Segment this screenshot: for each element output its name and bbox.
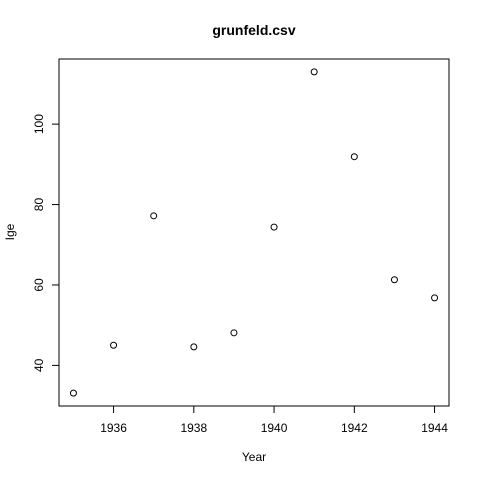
y-tick-label: 60 xyxy=(32,278,46,292)
x-tick-label: 1938 xyxy=(180,421,207,435)
data-points xyxy=(69,68,439,397)
x-axis: 1936 1938 1940 1942 1944 xyxy=(100,405,448,435)
data-point xyxy=(270,223,278,231)
data-point xyxy=(431,294,439,302)
data-point xyxy=(230,329,238,337)
x-tick-label: 1942 xyxy=(341,421,368,435)
x-tick-label: 1936 xyxy=(100,421,127,435)
y-axis-label: Ige xyxy=(3,223,17,240)
x-tick-label: 1940 xyxy=(261,421,288,435)
x-tick-label: 1944 xyxy=(421,421,448,435)
data-point xyxy=(350,153,358,161)
y-tick-label: 80 xyxy=(32,198,46,212)
y-tick-label: 40 xyxy=(32,358,46,372)
y-tick-label: 100 xyxy=(32,114,46,134)
data-point xyxy=(110,341,118,349)
chart-title: grunfeld.csv xyxy=(212,22,295,38)
data-point xyxy=(69,389,77,397)
data-point xyxy=(190,343,198,351)
plot-frame xyxy=(58,58,450,407)
data-point xyxy=(390,276,398,284)
x-axis-label: Year xyxy=(242,450,266,464)
y-axis: 40 60 80 100 xyxy=(32,114,60,372)
data-point xyxy=(150,212,158,220)
data-point xyxy=(310,68,318,76)
